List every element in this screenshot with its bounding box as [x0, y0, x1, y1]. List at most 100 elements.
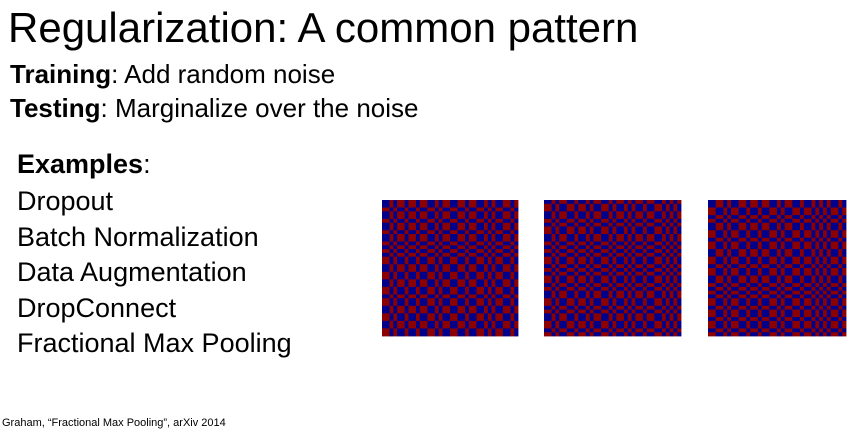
grid-cell: [708, 241, 717, 250]
grid-cell: [608, 286, 613, 292]
grid-cell: [631, 290, 636, 299]
grid-cell: [823, 249, 828, 258]
grid-cell: [815, 264, 820, 269]
grid-cell: [566, 226, 575, 235]
grid-cell: [544, 249, 553, 254]
grid-cell: [566, 332, 575, 337]
grid-cell: [777, 320, 782, 329]
grid-cell: [826, 215, 832, 220]
grid-cell: [585, 313, 591, 322]
grid-cell: [559, 268, 568, 273]
grid-cell: [654, 298, 663, 307]
grid-cell: [631, 313, 636, 322]
grid-cell: [589, 203, 594, 212]
grid-cell: [616, 226, 625, 235]
grid-cell: [476, 328, 485, 337]
grid-cell: [665, 328, 670, 333]
grid-cell: [484, 207, 489, 212]
grid-cell: [574, 283, 579, 288]
grid-cell: [612, 283, 617, 288]
grid-cell: [777, 305, 782, 310]
grid-cell: [673, 305, 678, 310]
grid-cell: [389, 298, 394, 307]
grid-cell: [811, 309, 816, 318]
grid-cell: [750, 249, 759, 258]
grid-cell: [457, 249, 466, 254]
grid-cell: [438, 320, 443, 329]
grid-cell: [830, 298, 839, 307]
grid-cell: [635, 245, 644, 250]
grid-cell: [555, 264, 560, 269]
grid-cell: [419, 200, 428, 208]
grid-cell: [544, 271, 553, 276]
grid-cell: [811, 294, 816, 299]
grid-cell: [585, 286, 591, 292]
grid-cell: [465, 249, 470, 254]
grid-cell: [800, 218, 805, 224]
grid-cell: [631, 305, 636, 310]
grid-cell: [635, 234, 644, 242]
grid-cell: [757, 294, 763, 299]
grid-cell: [551, 283, 556, 288]
grid-cell: [842, 218, 847, 224]
grid-cell: [803, 218, 812, 224]
grid-cell: [811, 290, 816, 295]
grid-cell: [654, 286, 663, 292]
grid-cell: [708, 309, 717, 318]
grid-cell: [484, 264, 489, 273]
grid-cell: [514, 279, 519, 288]
grid-cell: [731, 207, 740, 216]
grid-cell: [484, 245, 489, 250]
grid-cell: [635, 320, 644, 329]
grid-cell: [566, 275, 575, 284]
grid-cell: [608, 264, 613, 269]
grid-cell: [502, 230, 511, 235]
grid-cell: [723, 218, 728, 224]
grid-cell: [601, 328, 610, 333]
grid-cell: [442, 249, 451, 254]
grid-cell: [408, 207, 417, 212]
grid-cell: [574, 203, 579, 212]
grid-cell: [589, 320, 594, 329]
grid-cell: [404, 252, 409, 258]
grid-cell: [434, 207, 440, 212]
grid-cell: [510, 271, 515, 280]
grid-cell: [578, 211, 587, 220]
grid-cell: [574, 328, 579, 333]
grid-cell: [438, 230, 443, 235]
grid-cell: [757, 332, 763, 337]
grid-cell: [661, 305, 667, 310]
grid-cell: [661, 222, 667, 227]
grid-cell: [815, 290, 820, 295]
grid-cell: [574, 234, 579, 242]
grid-cell: [838, 286, 843, 292]
grid-cell: [780, 320, 786, 329]
grid-cell: [427, 328, 436, 337]
grid-cell: [642, 249, 648, 254]
grid-cell: [404, 328, 409, 337]
grid-cell: [551, 309, 556, 314]
grid-cell: [777, 207, 782, 216]
grid-cell: [780, 328, 786, 333]
grid-cell: [708, 256, 717, 265]
grid-cell: [514, 207, 519, 212]
grid-cell: [665, 275, 670, 284]
grid-cell: [715, 305, 724, 310]
grid-cell: [551, 241, 556, 246]
grid-cell: [468, 279, 477, 288]
grid-cell: [708, 332, 717, 337]
grid-cell: [495, 211, 504, 220]
grid-cell: [551, 200, 556, 205]
grid-cell: [623, 313, 629, 322]
grid-cell: [823, 298, 828, 307]
grid-cell: [593, 226, 602, 235]
grid-cell: [646, 328, 655, 333]
grid-cell: [842, 237, 847, 242]
grid-cell: [757, 218, 763, 224]
grid-cell: [823, 294, 828, 299]
grid-cell: [487, 328, 492, 337]
grid-cell: [769, 222, 778, 231]
grid-cell: [715, 222, 724, 231]
grid-cell: [727, 207, 732, 216]
grid-cell: [484, 271, 489, 280]
